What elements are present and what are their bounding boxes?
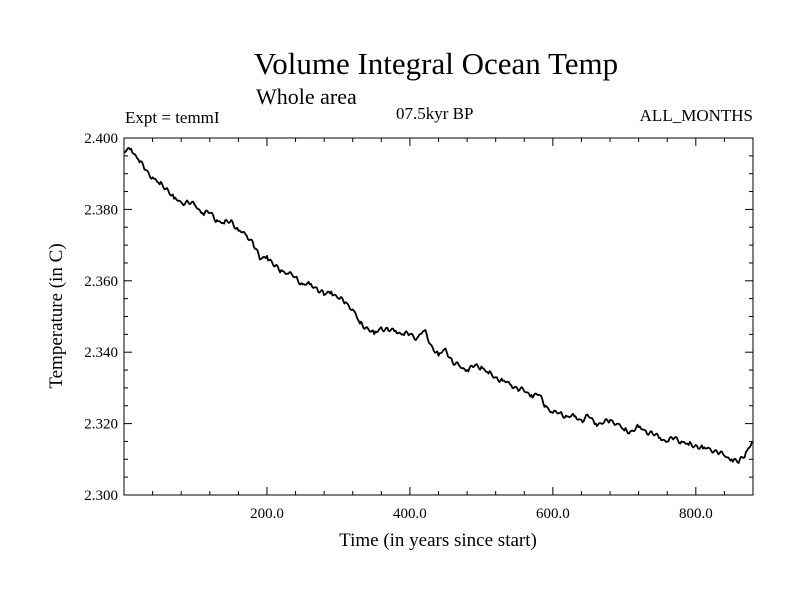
- y-tick-label: 2.340: [84, 345, 118, 361]
- experiment-label: Expt = temmI: [125, 108, 220, 127]
- chart-title: Volume Integral Ocean Temp: [253, 46, 619, 81]
- axes: 200.0 400.0 600.0 800.0 2.300 2.320 2.340 2.360…: [84, 131, 753, 522]
- y-tick-label: 2.320: [84, 417, 118, 433]
- y-tick-label: 2.400: [84, 131, 118, 147]
- y-tick-label: 2.300: [84, 488, 118, 504]
- plot-frame: [123, 137, 754, 496]
- x-tick-label: 600.0: [536, 506, 570, 522]
- y-tick-label: 2.360: [84, 274, 118, 290]
- x-axis-label: Time (in years since start): [339, 530, 537, 551]
- months-label: ALL_MONTHS: [639, 106, 753, 125]
- y-tick-label: 2.380: [84, 202, 118, 218]
- x-tick-label: 400.0: [393, 506, 427, 522]
- y-axis-label: Temperature (in C): [46, 243, 67, 388]
- x-tick-label: 800.0: [679, 506, 713, 522]
- series-line: [123, 147, 754, 464]
- x-tick-label: 200.0: [250, 506, 284, 522]
- period-label: 07.5kyr BP: [396, 104, 474, 123]
- chart-subtitle: Whole area: [256, 84, 357, 109]
